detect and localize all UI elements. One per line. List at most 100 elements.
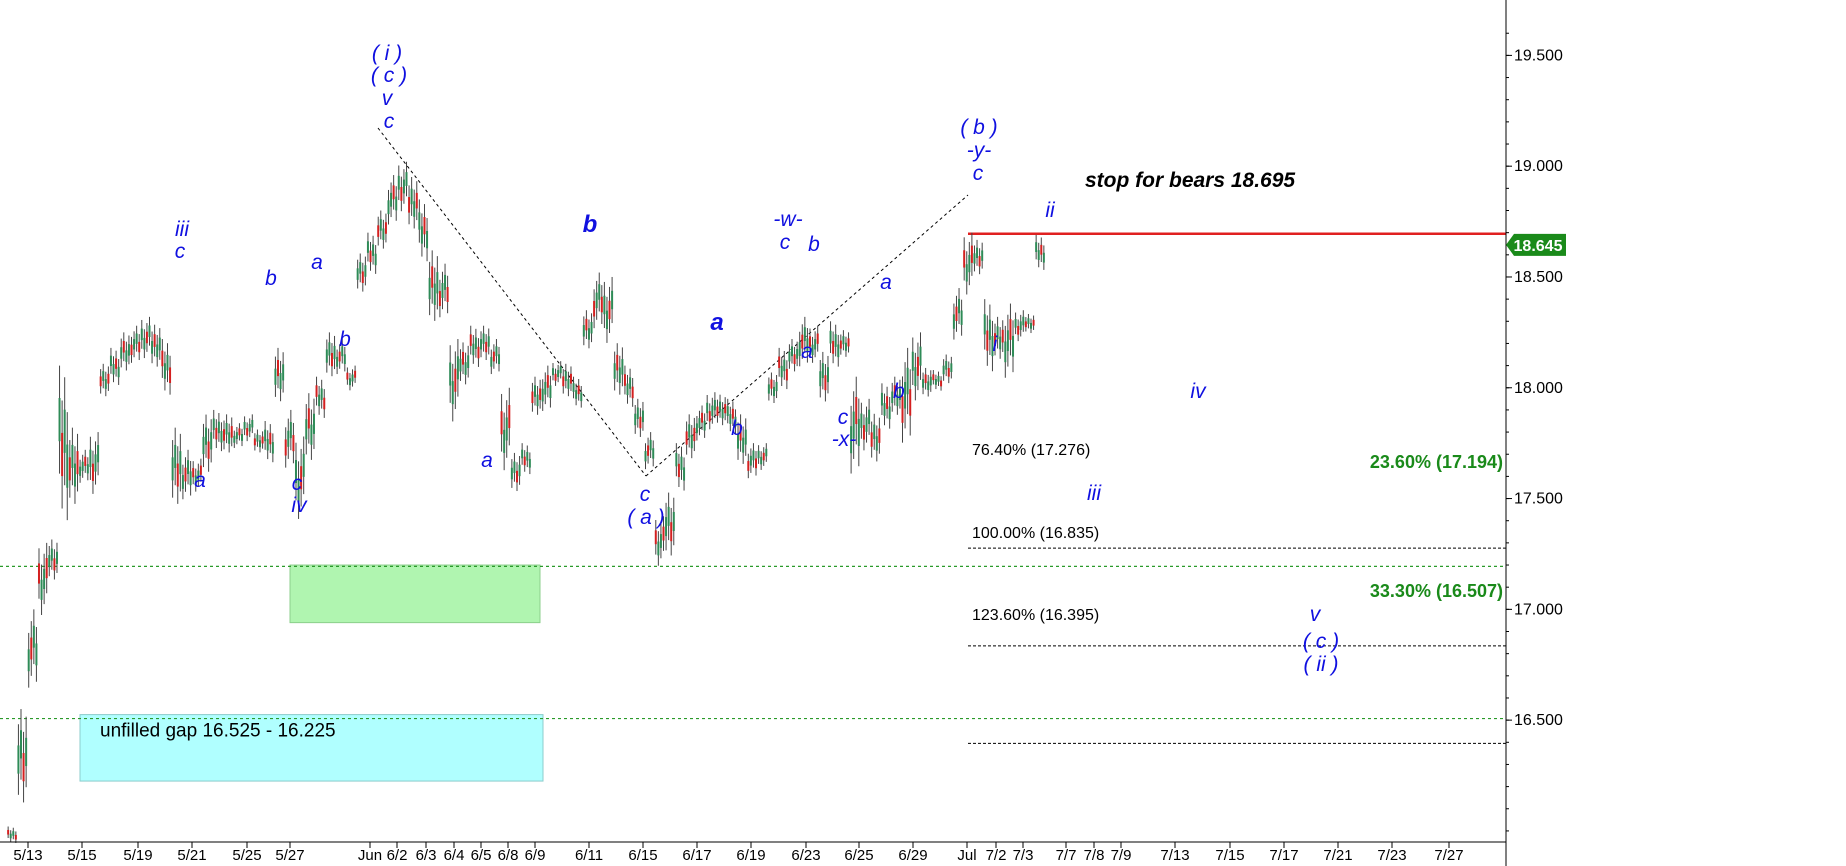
- time-tick-label: 6/3: [416, 847, 437, 864]
- candle: [582, 310, 593, 349]
- candle: [891, 376, 901, 415]
- wave-label: ii: [1045, 199, 1056, 222]
- candle-body: [343, 354, 346, 365]
- candle-body: [1001, 329, 1004, 343]
- green-level-label: 33.30% (16.507): [1370, 581, 1503, 601]
- candle-body: [94, 454, 97, 472]
- price-tick-label: 19.000: [1514, 158, 1563, 175]
- time-tick-label: 6/17: [682, 847, 711, 864]
- candle-body: [631, 386, 634, 399]
- candle: [911, 332, 922, 401]
- candle-body: [698, 418, 701, 428]
- candle-body: [395, 196, 398, 211]
- candle-body: [441, 282, 444, 298]
- candle-body: [798, 342, 801, 356]
- candle-body: [487, 336, 490, 347]
- candle-body: [413, 201, 416, 217]
- candle: [58, 365, 69, 521]
- candle-body: [133, 339, 136, 350]
- candle-body: [436, 272, 439, 294]
- candle-body: [934, 379, 937, 385]
- candle-body: [351, 374, 354, 382]
- candle: [788, 339, 799, 372]
- candle-body: [587, 328, 590, 340]
- candle: [274, 347, 285, 402]
- candle-body: [266, 438, 269, 451]
- candle-body: [151, 341, 154, 354]
- candle-body: [590, 321, 593, 334]
- candle-body: [616, 354, 619, 371]
- candle-body: [12, 831, 15, 836]
- candle-body: [639, 416, 642, 429]
- candle-body: [246, 428, 249, 436]
- time-tick-label: 6/2: [387, 847, 408, 864]
- candle-body: [495, 346, 498, 357]
- candle-body: [790, 346, 793, 357]
- candle-body: [86, 464, 89, 474]
- candle-body: [544, 381, 547, 395]
- candle-body: [1042, 252, 1045, 263]
- candle-body: [140, 328, 143, 341]
- candle: [253, 429, 264, 453]
- candle-body: [228, 432, 231, 444]
- candle-body: [986, 330, 989, 351]
- candle-body: [716, 406, 719, 416]
- candle: [243, 414, 254, 442]
- candle-body: [446, 287, 449, 302]
- time-tick-label: 6/25: [844, 847, 873, 864]
- candle: [1004, 303, 1015, 378]
- candle-body: [531, 391, 534, 404]
- candle-body: [950, 363, 953, 372]
- candle-body: [737, 433, 740, 449]
- candle-body: [431, 266, 434, 288]
- candle-body: [492, 351, 495, 362]
- time-tick-label: 6/15: [628, 847, 657, 864]
- candle: [469, 325, 480, 367]
- candle-body: [575, 390, 578, 399]
- candle-body: [402, 179, 405, 194]
- candle: [181, 449, 192, 500]
- candle-body: [744, 429, 747, 445]
- time-tick-label: 5/19: [123, 847, 152, 864]
- candle: [233, 423, 244, 448]
- candle-body: [546, 375, 549, 388]
- wave-label: a: [801, 340, 813, 363]
- candle: [202, 414, 213, 472]
- candle: [109, 347, 120, 385]
- time-tick-label: 6/11: [575, 847, 603, 864]
- candle-body: [359, 262, 362, 274]
- candle: [880, 383, 891, 429]
- candle-body: [703, 420, 706, 431]
- candle-body: [215, 427, 218, 440]
- candle-body: [220, 430, 223, 443]
- candle-body: [978, 256, 981, 267]
- candle-body: [510, 467, 513, 480]
- time-tick-label: 5/21: [177, 847, 206, 864]
- candle-body: [279, 373, 282, 390]
- candle-body: [61, 432, 64, 477]
- last-price-box: [1506, 233, 1566, 256]
- candle-body: [914, 367, 917, 387]
- candle-body: [618, 367, 621, 383]
- time-tick-label: 7/3: [1013, 847, 1034, 864]
- candle-body: [127, 344, 130, 356]
- candle: [994, 316, 1004, 359]
- price-tick-label: 17.000: [1514, 601, 1563, 618]
- candle-body: [336, 356, 339, 367]
- candle-body: [76, 451, 79, 475]
- candle: [665, 492, 675, 556]
- time-tick-label: 6/4: [444, 847, 465, 864]
- candle-body: [675, 453, 678, 467]
- candle-body: [81, 461, 84, 471]
- candle-body: [241, 433, 244, 441]
- candle-body: [223, 429, 226, 441]
- candle-body: [40, 579, 43, 600]
- candle: [798, 316, 809, 367]
- candle-body: [451, 381, 454, 405]
- candle-body: [647, 445, 650, 456]
- candle-body: [482, 333, 485, 344]
- candle: [510, 452, 521, 492]
- candle-body: [120, 347, 123, 359]
- candle-body: [1006, 330, 1009, 352]
